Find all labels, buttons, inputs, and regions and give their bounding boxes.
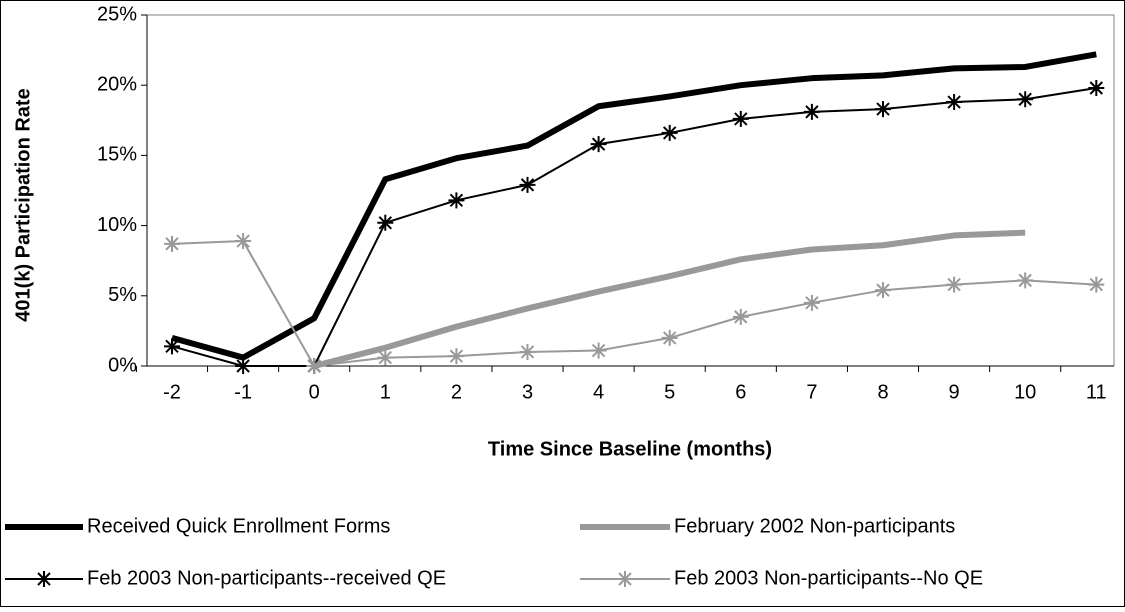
marker xyxy=(875,282,891,299)
marker xyxy=(946,276,963,293)
x-tick-label: 7 xyxy=(806,381,817,403)
y-tick-label: 25% xyxy=(97,3,137,25)
y-tick-label: 0% xyxy=(108,354,137,376)
marker xyxy=(235,233,252,250)
marker xyxy=(448,192,465,209)
y-tick-label: 5% xyxy=(108,284,137,306)
legend-marker xyxy=(36,571,52,587)
legend-marker xyxy=(617,571,633,587)
series-line xyxy=(313,229,1026,369)
marker xyxy=(1017,91,1034,108)
marker xyxy=(875,101,891,118)
x-tick-label: 11 xyxy=(1086,381,1107,403)
marker xyxy=(590,342,607,359)
marker xyxy=(661,124,678,141)
marker xyxy=(377,214,394,231)
marker xyxy=(519,176,536,193)
x-tick-label: 4 xyxy=(593,381,604,403)
marker xyxy=(803,294,820,311)
marker xyxy=(306,358,323,374)
x-tick-label: 9 xyxy=(949,381,960,403)
x-tick-label: 3 xyxy=(522,381,533,403)
marker xyxy=(732,308,749,325)
y-tick-label: 10% xyxy=(97,214,137,236)
marker xyxy=(732,110,749,127)
series-line xyxy=(171,51,1097,361)
y-tick-label: 15% xyxy=(97,144,137,166)
marker xyxy=(946,94,963,111)
legend-label: Feb 2003 Non-participants--No QE xyxy=(674,567,983,589)
x-tick-label: 0 xyxy=(309,381,320,403)
y-tick-label: 20% xyxy=(97,73,137,95)
x-tick-label: -2 xyxy=(163,381,181,403)
x-tick-label: -1 xyxy=(234,381,252,403)
series-line xyxy=(171,240,1097,367)
marker xyxy=(519,343,536,360)
x-tick-label: 5 xyxy=(664,381,675,403)
x-tick-label: 6 xyxy=(735,381,746,403)
x-tick-label: 10 xyxy=(1014,381,1036,403)
series-line xyxy=(171,87,1097,367)
legend-label: Received Quick Enrollment Forms xyxy=(87,515,390,537)
marker xyxy=(164,235,180,252)
marker xyxy=(164,338,180,355)
marker xyxy=(661,329,678,346)
marker xyxy=(235,358,252,374)
marker xyxy=(590,136,607,153)
marker xyxy=(1017,272,1034,289)
legend-label: February 2002 Non-participants xyxy=(674,515,955,537)
x-axis-label: Time Since Baseline (months) xyxy=(488,438,772,460)
marker xyxy=(803,103,820,120)
y-axis-label: 401(k) Participation Rate xyxy=(12,88,34,321)
plot-border xyxy=(147,14,1115,366)
legend-label: Feb 2003 Non-participants--received QE xyxy=(87,567,446,589)
marker xyxy=(448,348,465,365)
x-tick-label: 1 xyxy=(380,381,391,403)
x-tick-label: 8 xyxy=(877,381,888,403)
marker xyxy=(1088,276,1105,293)
x-tick-label: 2 xyxy=(451,381,462,403)
marker xyxy=(1088,80,1105,97)
marker xyxy=(377,349,394,366)
